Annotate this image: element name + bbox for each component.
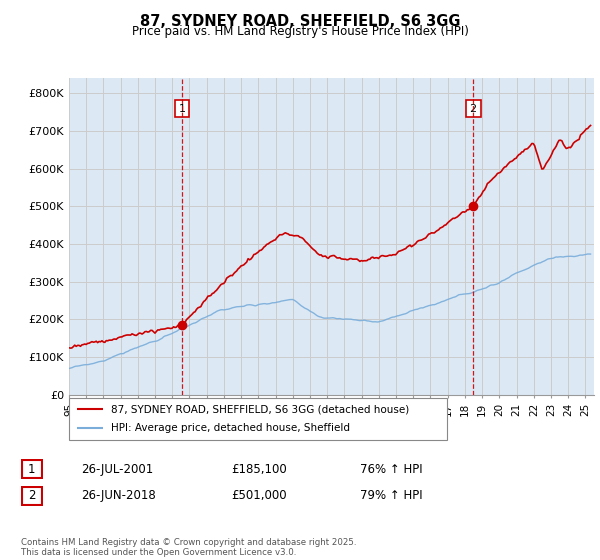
Text: 2: 2	[470, 104, 477, 114]
FancyBboxPatch shape	[69, 398, 447, 440]
FancyBboxPatch shape	[22, 460, 41, 478]
Text: Contains HM Land Registry data © Crown copyright and database right 2025.
This d: Contains HM Land Registry data © Crown c…	[21, 538, 356, 557]
Text: 2: 2	[28, 489, 35, 502]
FancyBboxPatch shape	[22, 487, 41, 505]
Text: 26-JUN-2018: 26-JUN-2018	[81, 489, 156, 502]
Text: 79% ↑ HPI: 79% ↑ HPI	[360, 489, 422, 502]
Text: 26-JUL-2001: 26-JUL-2001	[81, 463, 153, 476]
Text: 1: 1	[28, 463, 35, 476]
Text: HPI: Average price, detached house, Sheffield: HPI: Average price, detached house, Shef…	[110, 423, 350, 433]
Text: £501,000: £501,000	[231, 489, 287, 502]
Text: 1: 1	[179, 104, 185, 114]
Text: 87, SYDNEY ROAD, SHEFFIELD, S6 3GG (detached house): 87, SYDNEY ROAD, SHEFFIELD, S6 3GG (deta…	[110, 404, 409, 414]
Text: 87, SYDNEY ROAD, SHEFFIELD, S6 3GG: 87, SYDNEY ROAD, SHEFFIELD, S6 3GG	[140, 14, 460, 29]
Text: Price paid vs. HM Land Registry's House Price Index (HPI): Price paid vs. HM Land Registry's House …	[131, 25, 469, 38]
Text: 76% ↑ HPI: 76% ↑ HPI	[360, 463, 422, 476]
Text: £185,100: £185,100	[231, 463, 287, 476]
